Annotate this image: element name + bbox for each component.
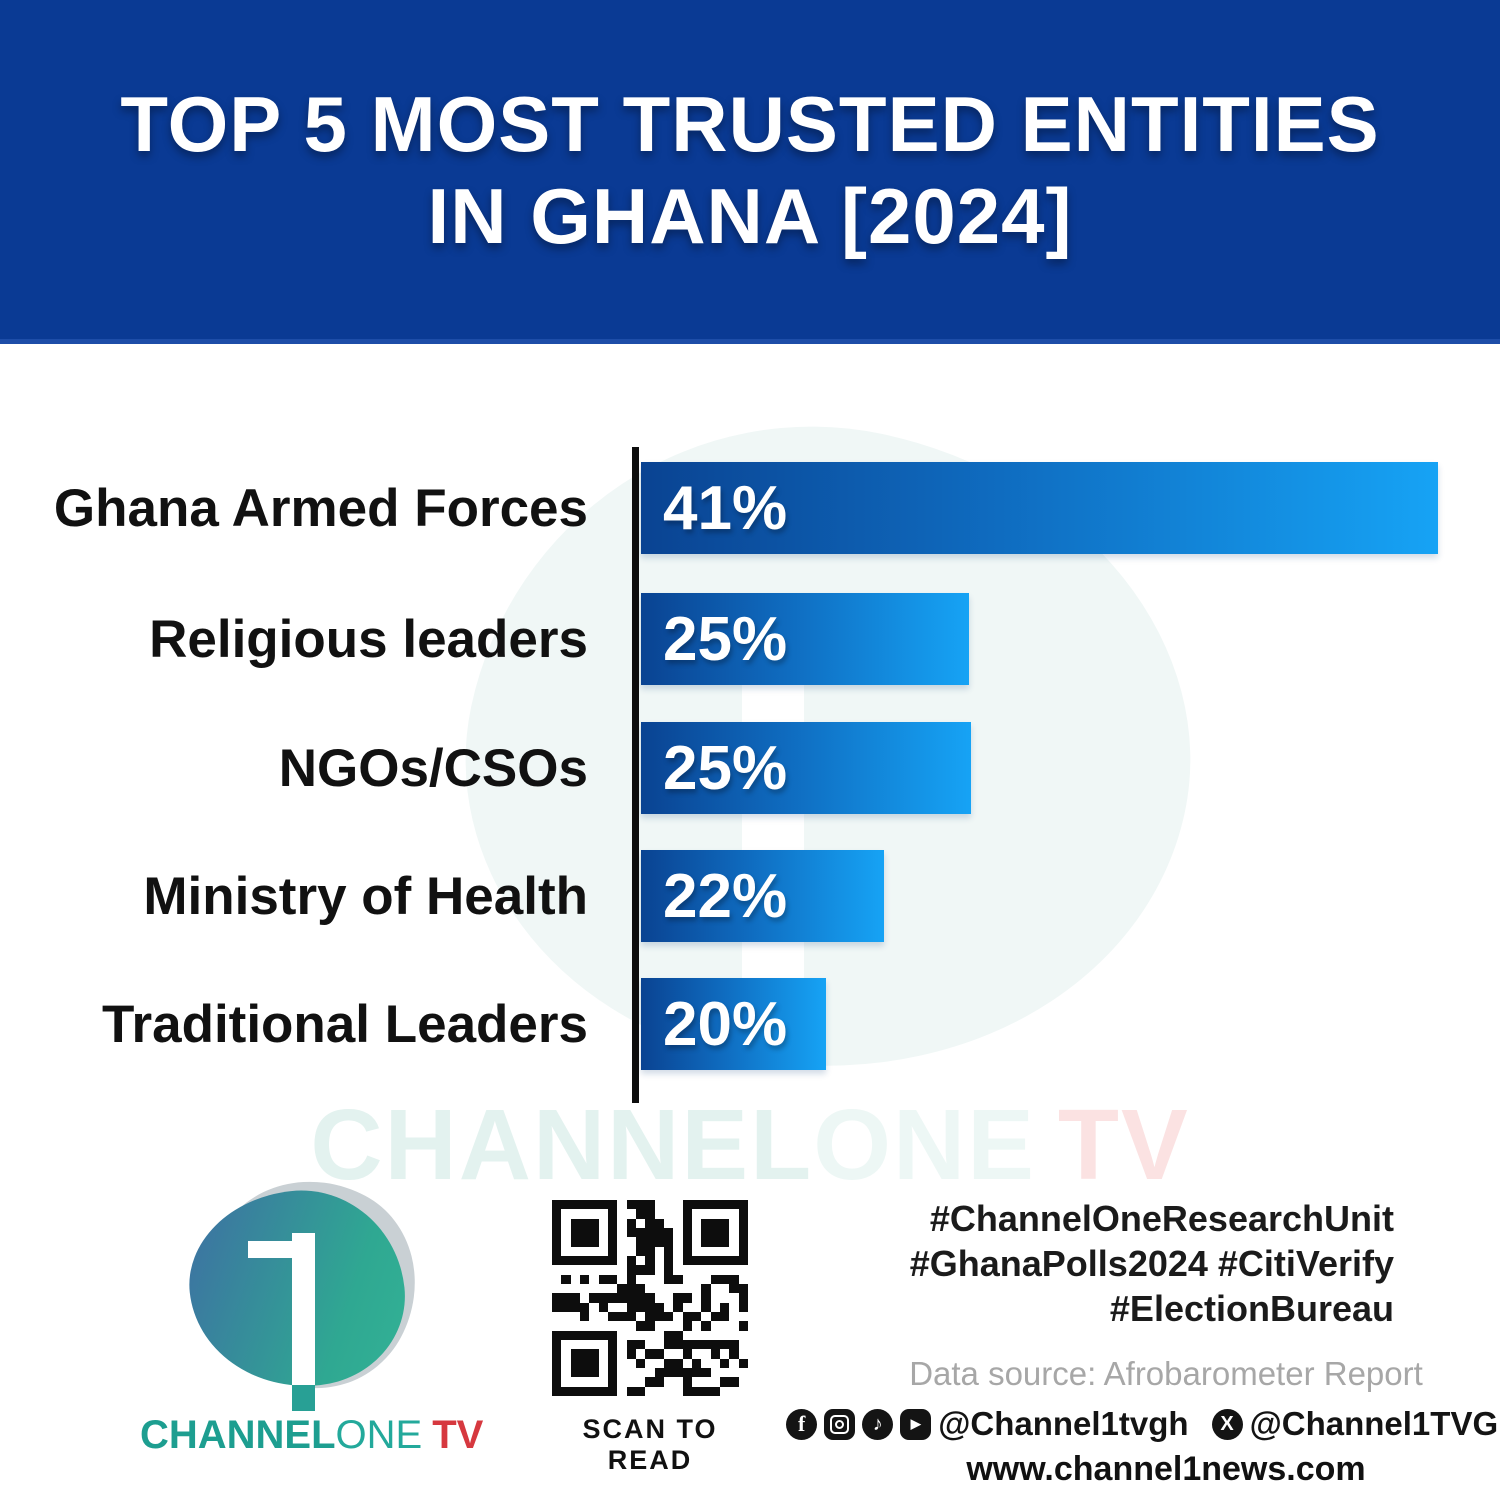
data-source-note: Data source: Afrobarometer Report [909,1355,1423,1392]
bar-ngos-csos: 25% [641,722,971,814]
category-label: Religious leaders [149,609,588,669]
brand-watermark-text: CHANNELONE TV [0,1088,1500,1203]
qr-block: SCAN TO READ [540,1200,760,1476]
chart-row: Religious leaders 25% [0,593,1500,685]
watermark-one: ONE [813,1089,1036,1201]
page-title-line-2: IN GHANA [2024] [427,171,1073,260]
page-title-line-1: TOP 5 MOST TRUSTED ENTITIES [120,79,1380,168]
watermark-tv: TV [1057,1089,1190,1201]
value-label: 41% [663,473,788,543]
social-row: f ♪ ▶ @Channel1tvgh X @Channel1TVGHA [786,1405,1500,1443]
tiktok-icon: ♪ [862,1408,894,1440]
x-twitter-icon: X [1211,1408,1243,1440]
logo-text-channel: CHANNEL [140,1413,336,1457]
youtube-icon: ▶ [900,1408,932,1440]
chart-row: Ghana Armed Forces 41% [0,462,1500,554]
footer-info-column: #ChannelOneResearchUnit #GhanaPolls2024 … [786,1196,1500,1489]
value-label: 25% [663,604,788,674]
bar-ministry-of-health: 22% [641,850,884,942]
hashtag-line: #GhanaPolls2024 #CitiVerify [909,1243,1394,1284]
website-url: www.channel1news.com [966,1450,1366,1488]
channel-one-logo: CHANNELONE TV [140,1144,483,1458]
logo-one-flag [247,1241,306,1258]
chart-row: Ministry of Health 22% [0,850,1500,942]
category-label: Traditional Leaders [102,994,588,1054]
bar-ghana-armed-forces: 41% [641,462,1438,554]
logo-one-stem [291,1233,315,1385]
value-label: 22% [663,861,788,931]
category-label: Ghana Armed Forces [53,478,588,538]
instagram-icon [824,1408,856,1440]
social-handle-x: @Channel1TVGHA [1249,1405,1500,1442]
header-banner: TOP 5 MOST TRUSTED ENTITIES IN GHANA [20… [0,0,1500,344]
qr-code [552,1200,748,1396]
logo-one-tail [291,1385,315,1411]
bar-traditional-leaders: 20% [641,978,826,1070]
watermark-channel: CHANNEL [310,1089,814,1201]
channel-one-logo-icon [171,1144,452,1422]
logo-text-tv: TV [432,1413,484,1457]
value-label: 20% [663,989,788,1059]
chart-row: Traditional Leaders 20% [0,978,1500,1070]
category-label: NGOs/CSOs [278,738,588,798]
chart-row: NGOs/CSOs 25% [0,722,1500,814]
facebook-icon: f [786,1408,818,1440]
value-label: 25% [663,733,788,803]
logo-text-one: ONE [335,1413,423,1457]
bar-religious-leaders: 25% [641,593,969,685]
logo-wordmark: CHANNELONE TV [140,1413,483,1458]
hashtag-line: #ChannelOneResearchUnit [929,1198,1394,1239]
y-axis-line [632,447,639,1103]
hashtag-line: #ElectionBureau [1109,1288,1394,1329]
social-handle-primary: @Channel1tvgh [938,1405,1189,1442]
category-label: Ministry of Health [143,866,588,926]
qr-caption: SCAN TO READ [582,1414,718,1475]
